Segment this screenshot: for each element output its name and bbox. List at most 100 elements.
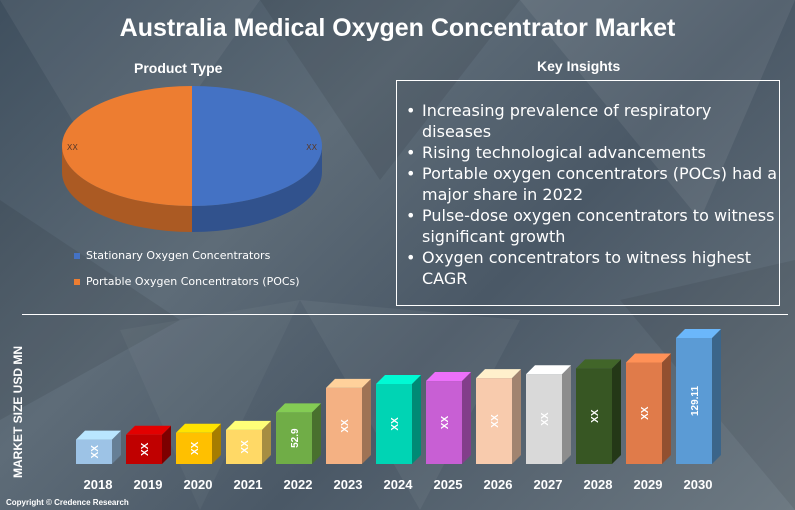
- bar-front: [476, 378, 512, 464]
- bar-side: [512, 369, 521, 464]
- legend-label-portable: Portable Oxygen Concentrators (POCs): [86, 275, 300, 288]
- bar-top: [426, 372, 471, 382]
- bar-2026: XX: [476, 369, 521, 464]
- insight-item: Increasing prevalence of respiratory dis…: [400, 100, 780, 142]
- x-tick-label: 2019: [134, 477, 163, 492]
- legend-portable: Portable Oxygen Concentrators (POCs): [74, 275, 300, 288]
- insights-list: Increasing prevalence of respiratory dis…: [400, 100, 780, 289]
- bar-value-label: XX: [140, 442, 151, 456]
- bar-top: [326, 378, 371, 388]
- bar-front: [176, 432, 212, 464]
- pie-side-1: [62, 146, 192, 232]
- legend-swatch-portable: [74, 278, 80, 285]
- bar-top: [476, 369, 521, 379]
- bar-value-label: XX: [540, 412, 551, 426]
- bar-top: [676, 329, 721, 338]
- page-title: Australia Medical Oxygen Concentrator Ma…: [119, 14, 676, 42]
- bar-2028: XX: [576, 359, 621, 464]
- bar-side: [712, 329, 721, 464]
- insights-heading: Key Insights: [537, 58, 621, 74]
- bar-top: [126, 425, 171, 435]
- bar-front: [226, 429, 262, 464]
- insight-item: Rising technological advancements: [400, 142, 780, 163]
- product-type-heading: Product Type: [134, 60, 223, 76]
- bar-top: [226, 420, 271, 430]
- bar-front: [76, 439, 112, 464]
- bar-value-label: XX: [190, 441, 201, 455]
- bar-top: [76, 430, 121, 440]
- x-tick-label: 2023: [334, 477, 363, 492]
- legend-stationary: Stationary Oxygen Concentrators: [74, 249, 270, 262]
- pie-chart: XX XX: [62, 86, 322, 232]
- pie-value-label: XX: [306, 143, 317, 152]
- x-tick-label: 2022: [284, 477, 313, 492]
- bar-value-label: XX: [440, 416, 451, 430]
- bar-2027: XX: [526, 365, 571, 464]
- x-tick-label: 2028: [584, 477, 613, 492]
- x-tick-label: 2026: [484, 477, 513, 492]
- bar-2022: 52.9: [276, 403, 321, 464]
- bar-front: [626, 362, 662, 464]
- bar-2024: XX: [376, 374, 421, 464]
- bar-value-label: XX: [340, 419, 351, 433]
- legend-swatch-stationary: [74, 252, 80, 259]
- pie-slice-portable: [62, 86, 192, 206]
- section-divider: [22, 314, 788, 315]
- pie-value-label: XX: [67, 143, 78, 152]
- insight-item: Pulse-dose oxygen concentrators to witne…: [400, 205, 780, 247]
- bar-front: [126, 434, 162, 464]
- bar-side: [262, 420, 271, 464]
- x-tick-label: 2024: [384, 477, 414, 492]
- bar-2029: XX: [626, 353, 671, 464]
- bar-value-label: XX: [590, 409, 601, 423]
- copyright: Copyright © Credence Research: [6, 498, 129, 507]
- x-tick-label: 2020: [184, 477, 213, 492]
- bar-side: [462, 372, 471, 464]
- pie-side-0: [192, 146, 322, 232]
- bar-value-label: XX: [390, 417, 401, 431]
- insight-item: Oxygen concentrators to witness highest …: [400, 247, 780, 289]
- bar-top: [626, 353, 671, 363]
- bar-side: [662, 353, 671, 464]
- bar-side: [212, 423, 221, 464]
- bar-2020: XX: [176, 423, 221, 464]
- x-tick-label: 2030: [684, 477, 713, 492]
- bar-front: [676, 338, 712, 464]
- bar-top: [576, 359, 621, 369]
- bar-side: [162, 425, 171, 464]
- bar-front: [426, 381, 462, 464]
- bar-value-label: 129.11: [690, 386, 701, 416]
- bar-side: [412, 374, 421, 464]
- bar-front: [376, 383, 412, 464]
- bar-2018: XX: [76, 430, 121, 464]
- bar-value-label: XX: [640, 406, 651, 420]
- bar-top: [176, 423, 221, 433]
- bar-side: [112, 430, 121, 464]
- bar-2030: 129.11: [676, 329, 721, 464]
- bar-front: [576, 368, 612, 464]
- bar-2023: XX: [326, 378, 371, 464]
- insight-item: Portable oxygen concentrators (POCs) had…: [400, 163, 780, 205]
- bar-side: [562, 365, 571, 464]
- bar-2019: XX: [126, 425, 171, 464]
- bar-side: [362, 378, 371, 464]
- x-tick-label: 2018: [84, 477, 113, 492]
- x-tick-label: 2021: [234, 477, 263, 492]
- x-tick-label: 2029: [634, 477, 663, 492]
- x-tick-label: 2027: [534, 477, 563, 492]
- bar-front: [526, 374, 562, 464]
- pie-slice-stationary: [192, 86, 322, 206]
- bar-2025: XX: [426, 372, 471, 464]
- bar-side: [312, 403, 321, 464]
- bar-side: [612, 359, 621, 464]
- bar-value-label: XX: [90, 445, 101, 459]
- bar-value-label: 52.9: [290, 428, 301, 448]
- bar-top: [276, 403, 321, 413]
- x-tick-label: 2025: [434, 477, 463, 492]
- bar-value-label: XX: [240, 440, 251, 454]
- bar-2021: XX: [226, 420, 271, 464]
- bar-top: [376, 374, 421, 384]
- bar-value-label: XX: [490, 414, 501, 428]
- bar-top: [526, 365, 571, 375]
